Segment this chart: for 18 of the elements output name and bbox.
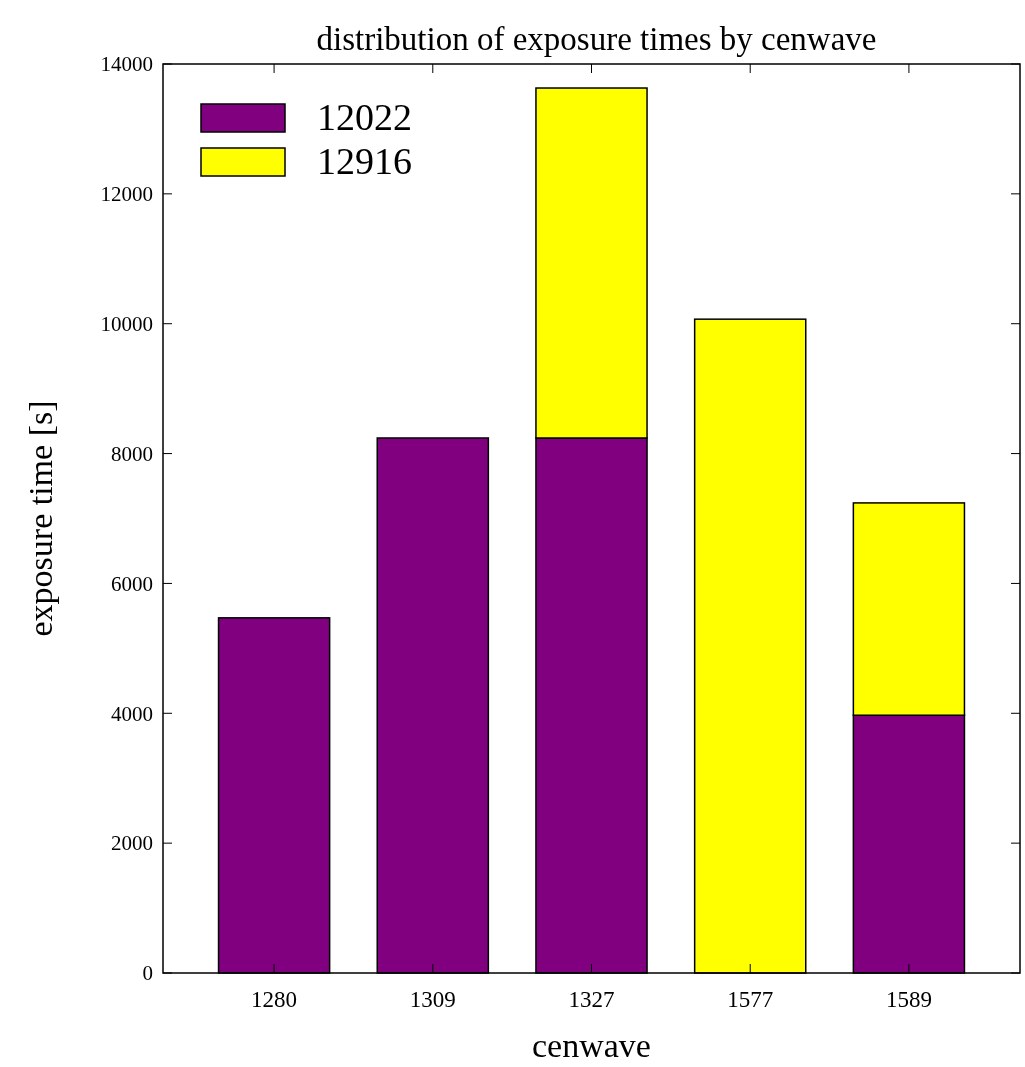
y-tick-label: 6000 — [111, 571, 153, 596]
y-tick-label: 12000 — [100, 182, 153, 207]
legend-label: 12916 — [317, 140, 412, 182]
legend-label: 12022 — [317, 96, 412, 138]
y-tick-label: 14000 — [100, 52, 153, 77]
x-tick-label: 1280 — [251, 987, 298, 1012]
y-tick-label: 2000 — [111, 831, 153, 856]
y-tick-label: 0 — [142, 961, 153, 986]
y-tick-label: 4000 — [111, 701, 153, 726]
y-tick-label: 8000 — [111, 441, 153, 466]
y-axis-title: exposure time [s] — [22, 400, 59, 637]
x-tick-label: 1327 — [568, 987, 615, 1012]
x-tick-label: 1309 — [409, 987, 456, 1012]
y-tick-label: 10000 — [100, 312, 153, 337]
chart-title: distribution of exposure times by cenwave — [316, 21, 877, 57]
x-tick-label: 1577 — [727, 987, 774, 1012]
x-tick-label: 1589 — [885, 987, 932, 1012]
x-axis-title: cenwave — [532, 1027, 651, 1064]
